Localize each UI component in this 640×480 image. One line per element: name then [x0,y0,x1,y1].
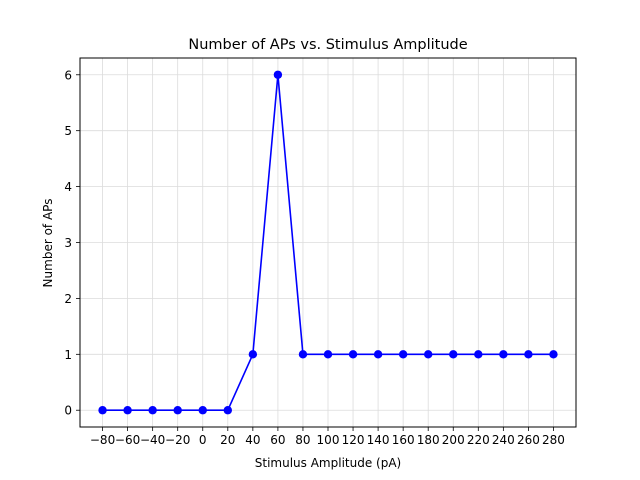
data-point [499,350,508,359]
data-point [549,350,558,359]
data-point [248,350,258,359]
data-point [123,406,132,415]
data-point [98,406,107,415]
x-tick-label: 260 [517,433,540,447]
y-tick-label: 2 [64,292,72,306]
x-tick-label: 120 [342,433,365,447]
x-tick-label: 280 [542,433,565,447]
x-tick-label: 220 [467,433,490,447]
y-tick-label: 4 [64,180,72,194]
x-tick-label: 0 [199,433,207,447]
data-point [148,406,157,415]
y-tick-label: 0 [64,404,72,418]
x-tick-label: 160 [392,433,415,447]
y-tick-label: 1 [64,348,72,362]
x-axis-label: Stimulus Amplitude (pA) [255,456,401,470]
data-point [373,350,383,359]
chart-title: Number of APs vs. Stimulus Amplitude [188,37,467,53]
y-tick-label: 3 [64,236,72,250]
data-point [298,350,308,359]
data-point [474,350,483,359]
data-point [273,70,283,79]
data-point [223,406,232,415]
grid [80,58,576,427]
x-tick-label: 60 [270,433,285,447]
data-point [524,350,533,359]
data-point [449,350,458,359]
y-tick-label: 5 [64,124,72,138]
x-tick-label: −40 [140,433,165,447]
data-point [173,406,182,415]
x-tick-label: 240 [492,433,515,447]
x-tick-label: 200 [442,433,465,447]
x-tick-label: −60 [115,433,140,447]
x-tick-label: 180 [417,433,440,447]
data-point [398,350,408,359]
y-axis-label: Number of APs [41,199,55,288]
x-tick-label: 100 [317,433,340,447]
y-tick-label: 6 [64,68,72,82]
data-point [424,350,433,359]
x-axis: −80 −60 −40 −20 0 20 40 60 80 100 120 140 160 180 200 2… [90,427,565,447]
y-axis: 0 1 2 3 4 5 6 [64,68,80,418]
x-tick-label: −20 [165,433,190,447]
data-point [348,350,358,359]
x-tick-label: −80 [90,433,115,447]
data-point [323,350,333,359]
data-point [198,406,207,415]
x-tick-label: 140 [367,433,390,447]
x-tick-label: 80 [295,433,310,447]
series-line [98,70,558,415]
x-tick-label: 40 [245,433,260,447]
x-tick-label: 20 [220,433,235,447]
